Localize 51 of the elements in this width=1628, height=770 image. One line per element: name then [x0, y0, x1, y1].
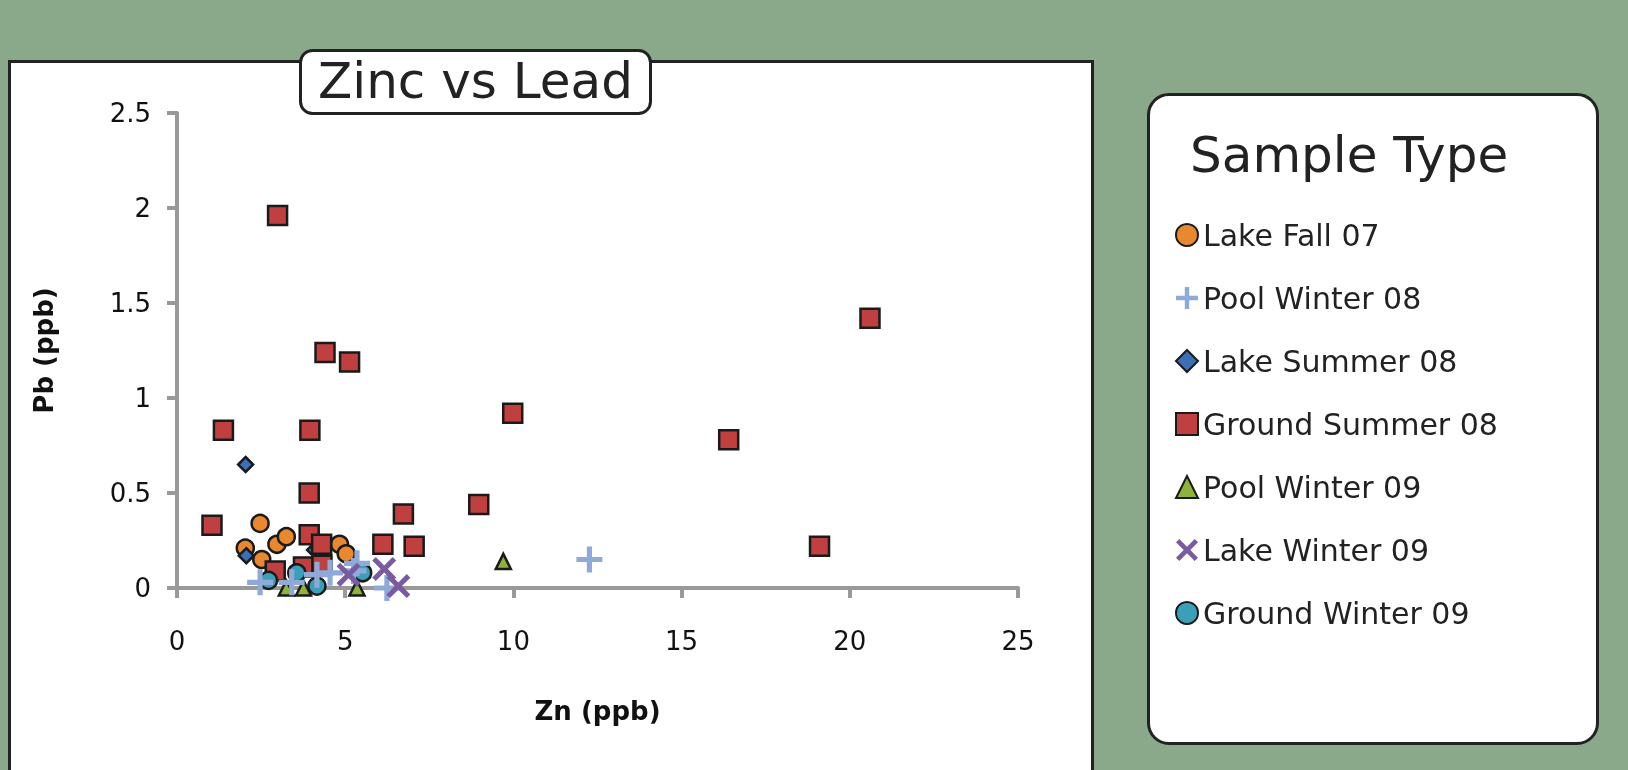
legend-title: Sample Type: [1190, 126, 1509, 184]
legend-label: Pool Winter 08: [1203, 280, 1422, 316]
point: [372, 557, 397, 581]
chart-title: Zinc vs Lead: [318, 52, 633, 110]
legend-label: Lake Winter 09: [1203, 532, 1430, 568]
y-tick-label: 1.5: [109, 288, 151, 318]
point: [276, 526, 297, 547]
x-tick-label: 25: [1001, 626, 1035, 656]
point: [576, 546, 603, 573]
point: [266, 204, 289, 227]
x-tick-label: 10: [496, 626, 530, 656]
x-tick-label: 15: [665, 626, 699, 656]
point: [859, 307, 881, 329]
point: [250, 513, 270, 534]
y-tick-label: 2.5: [109, 98, 151, 128]
y-tick-label: 1: [134, 383, 151, 413]
x-tick-label: 20: [833, 626, 867, 656]
legend-label: Lake Fall 07: [1203, 217, 1380, 253]
point: [212, 419, 235, 442]
point: [317, 559, 344, 586]
point: [336, 562, 361, 587]
point: [237, 546, 256, 565]
x-tick-label: 0: [168, 626, 186, 656]
point: [278, 569, 305, 596]
point: [403, 535, 425, 557]
point: [392, 503, 415, 525]
x-axis-title: Zn (ppb): [534, 696, 661, 726]
y-axis-title: Pb (ppb): [29, 287, 59, 414]
legend-label: Lake Summer 08: [1203, 343, 1458, 379]
legend-label: Ground Summer 08: [1203, 406, 1498, 442]
point: [247, 569, 274, 596]
point: [468, 493, 490, 516]
point: [338, 351, 361, 373]
point: [236, 455, 255, 474]
x-tick-label: 5: [336, 626, 354, 656]
point: [494, 552, 513, 571]
y-tick-label: 2: [134, 193, 151, 223]
point: [808, 535, 831, 557]
y-tick-label: 0.5: [109, 478, 151, 508]
point: [372, 533, 394, 556]
legend-label: Pool Winter 09: [1203, 469, 1422, 505]
y-tick-label: 0: [134, 573, 151, 603]
point: [310, 533, 333, 556]
legend-label: Ground Winter 09: [1203, 595, 1470, 631]
point: [298, 482, 320, 504]
point: [314, 341, 336, 364]
point: [299, 419, 321, 442]
point: [386, 574, 411, 599]
point: [201, 514, 223, 537]
point: [717, 429, 740, 451]
point: [501, 402, 524, 424]
